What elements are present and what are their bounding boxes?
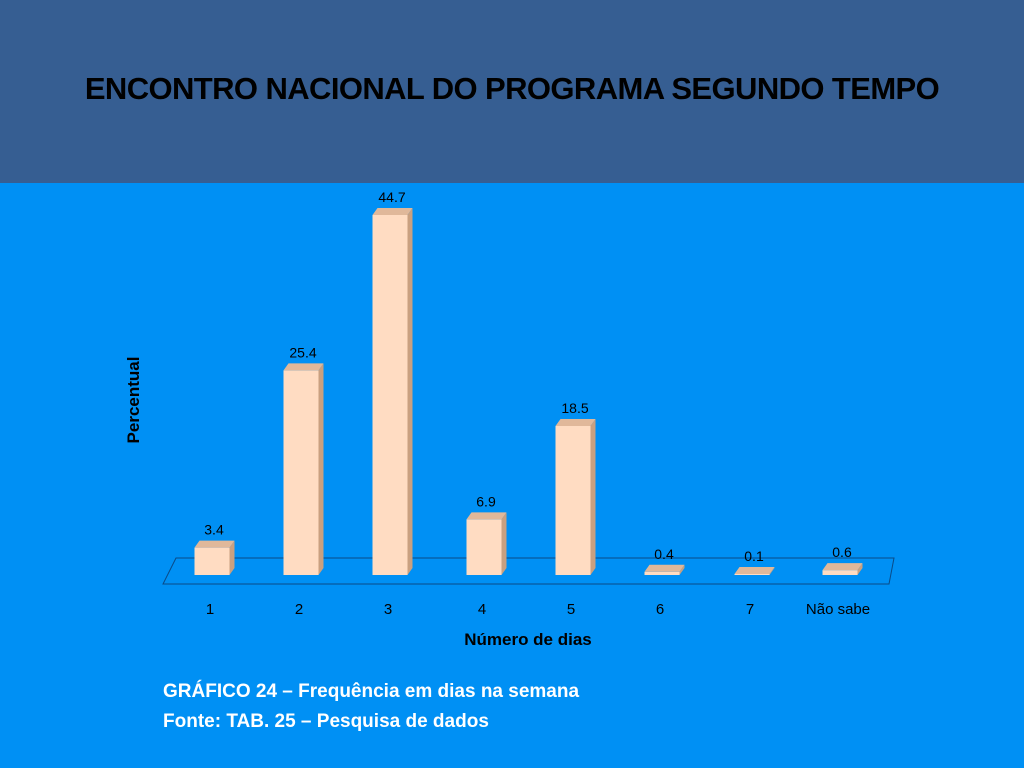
bar-top <box>734 567 775 574</box>
bar-top <box>644 564 685 572</box>
data-label: 44.7 <box>378 189 405 205</box>
data-label: 0.4 <box>654 546 674 562</box>
x-tick-label: 4 <box>478 601 486 618</box>
x-tick-label: 2 <box>295 601 303 618</box>
bar-1 <box>194 540 235 575</box>
chart-floor <box>162 557 895 585</box>
x-tick-label: 3 <box>384 601 392 618</box>
bar-front <box>734 574 770 575</box>
y-axis-label: Percentual <box>124 357 143 444</box>
bar-top <box>283 363 324 371</box>
x-tick-label: 1 <box>206 601 214 618</box>
bar-front <box>194 547 230 575</box>
bar-front <box>822 570 858 575</box>
bar-front <box>283 370 319 575</box>
bars-group: 3.4 1 25.4 2 44.7 3 6.9 4 18.5 5 0.4 6 0.1 7 0.6 Não sa… <box>194 189 870 618</box>
bar-top <box>466 512 507 520</box>
data-label: 0.1 <box>744 548 764 564</box>
bar-side <box>679 564 685 575</box>
bar-front <box>372 215 408 575</box>
x-tick-label: 7 <box>746 601 754 618</box>
bar-3 <box>372 208 413 575</box>
bar-front <box>555 426 591 575</box>
x-tick-label: Não sabe <box>806 601 870 618</box>
x-tick-label: 5 <box>567 601 575 618</box>
page-title: ENCONTRO NACIONAL DO PROGRAMA SEGUNDO TE… <box>84 71 940 106</box>
bar-6 <box>644 564 685 575</box>
bar-top <box>194 540 235 548</box>
x-tick-label: 6 <box>656 601 664 618</box>
bar-side <box>590 419 596 575</box>
data-label: 25.4 <box>289 344 316 360</box>
bar-top <box>372 208 413 215</box>
data-label: 3.4 <box>204 522 224 538</box>
bar-side <box>229 540 235 575</box>
bar-side <box>501 512 507 575</box>
caption-source: Fonte: TAB. 25 – Pesquisa de dados <box>163 711 489 732</box>
bar-4 <box>466 512 507 575</box>
bar-chart: Número de dias Percentual 3.4125.4244.73… <box>124 189 895 649</box>
bar-top <box>555 419 596 427</box>
bar-top <box>822 563 863 571</box>
bar-7 <box>734 567 775 575</box>
bar-side <box>407 208 413 575</box>
bar-Não sabe <box>822 563 863 575</box>
bar-front <box>644 571 680 575</box>
data-label: 0.6 <box>832 544 852 560</box>
data-label: 6.9 <box>476 493 496 509</box>
bar-side <box>857 563 863 575</box>
data-label: 18.5 <box>561 400 588 416</box>
caption-title: GRÁFICO 24 – Frequência em dias na seman… <box>163 681 580 702</box>
bar-5 <box>555 419 596 575</box>
bar-2 <box>283 363 324 575</box>
figure-caption: GRÁFICO 24 – Frequência em dias na seman… <box>163 677 579 737</box>
header-band <box>0 0 1024 183</box>
bar-front <box>466 519 502 575</box>
bar-side <box>318 363 324 575</box>
x-axis-label: Número de dias <box>464 630 592 649</box>
bar-side <box>769 567 775 575</box>
